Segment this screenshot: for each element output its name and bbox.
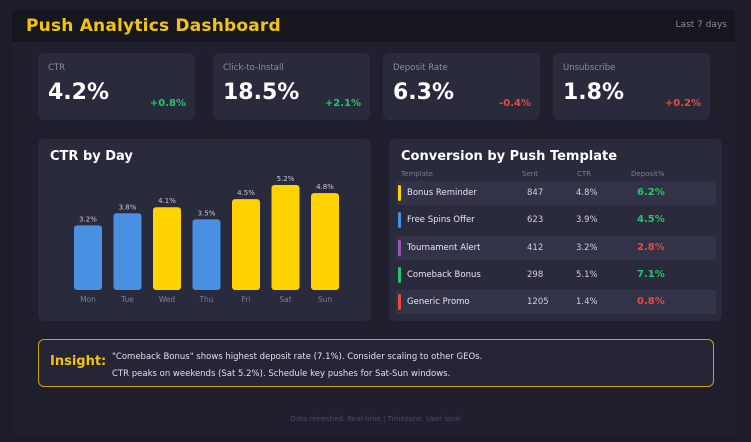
template-ctr: 3.2% [576, 243, 598, 253]
table-row[interactable]: Bonus Reminder 847 4.8% 6.2% [396, 181, 716, 205]
x-tick-label: Sun [318, 295, 333, 304]
kpi-label: Click-to-Install [223, 63, 284, 73]
bar-fri [232, 199, 260, 290]
kpi-card-ctr: CTR 4.2% +0.8% [38, 53, 195, 120]
kpi-delta: +0.8% [149, 98, 186, 109]
template-name: Comeback Bonus [407, 270, 481, 280]
bar-value-label: 4.1% [158, 197, 176, 205]
x-tick-label: Thu [198, 295, 213, 304]
template-ctr: 1.4% [576, 297, 598, 307]
template-deposit: 4.5% [637, 214, 665, 225]
template-deposit: 0.8% [637, 296, 665, 307]
bar-value-label: 4.5% [237, 189, 255, 197]
page-title: Push Analytics Dashboard [26, 16, 281, 36]
template-ctr: 3.9% [576, 215, 598, 225]
template-name: Generic Promo [407, 297, 470, 307]
kpi-card-click-to-install: Click-to-Install 18.5% +2.1% [213, 53, 370, 120]
table-title: Conversion by Push Template [401, 149, 618, 164]
footer-status: Data refreshed: Real-time | Timezone: Us… [290, 415, 461, 423]
kpi-card-unsubscribe: Unsubscribe 1.8% +0.2% [553, 53, 710, 120]
kpi-delta: +2.1% [324, 98, 361, 109]
column-header-ctr: CTR [577, 170, 592, 178]
row-accent-bar [398, 267, 401, 283]
row-accent-bar [398, 185, 401, 201]
table-row[interactable]: Free Spins Offer 623 3.9% 4.5% [396, 208, 716, 232]
template-ctr: 5.1% [576, 270, 598, 280]
x-tick-label: Tue [120, 295, 134, 304]
period-selector[interactable]: Last 7 days [675, 20, 727, 30]
template-deposit: 2.8% [637, 242, 665, 253]
kpi-value: 18.5% [223, 80, 300, 105]
x-tick-label: Mon [80, 295, 96, 304]
x-tick-label: Fri [242, 295, 251, 304]
kpi-value: 1.8% [563, 80, 625, 105]
bar-wed [153, 207, 181, 290]
template-sent: 412 [527, 243, 544, 253]
kpi-label: Unsubscribe [563, 63, 616, 73]
template-ctr: 4.8% [576, 188, 598, 198]
bar-value-label: 3.5% [198, 209, 216, 217]
top-bar [12, 10, 735, 42]
insight-line-2: CTR peaks on weekends (Sat 5.2%). Schedu… [112, 369, 451, 379]
column-header-template: Template [401, 170, 433, 178]
template-name: Tournament Alert [407, 243, 481, 253]
bar-thu [192, 219, 221, 290]
bar-sat [271, 185, 300, 290]
x-tick-label: Sat [279, 295, 291, 304]
bar-value-label: 3.8% [119, 203, 137, 211]
column-header-sent: Sent [522, 170, 538, 178]
template-sent: 623 [527, 215, 544, 225]
kpi-value: 6.3% [393, 80, 455, 105]
bar-sun [311, 193, 339, 290]
kpi-value: 4.2% [48, 80, 110, 105]
template-name: Free Spins Offer [407, 215, 475, 225]
template-sent: 298 [527, 270, 544, 280]
column-header-deposit: Deposit% [631, 170, 665, 178]
kpi-label: Deposit Rate [393, 63, 448, 73]
x-tick-label: Wed [159, 295, 176, 304]
template-sent: 1205 [527, 297, 549, 307]
insight-line-1: "Comeback Bonus" shows highest deposit r… [112, 352, 483, 362]
row-accent-bar [398, 294, 401, 310]
kpi-label: CTR [48, 63, 66, 73]
table-row[interactable]: Tournament Alert 412 3.2% 2.8% [396, 236, 716, 260]
kpi-delta: -0.4% [499, 98, 531, 109]
kpi-delta: +0.2% [664, 98, 701, 109]
chart-title: CTR by Day [50, 149, 133, 164]
template-sent: 847 [527, 188, 544, 198]
row-accent-bar [398, 212, 401, 228]
table-row[interactable]: Comeback Bonus 298 5.1% 7.1% [396, 263, 716, 287]
bar-value-label: 5.2% [277, 175, 295, 183]
bar-value-label: 3.2% [79, 215, 97, 223]
bar-mon [74, 225, 102, 290]
bar-value-label: 4.8% [316, 183, 334, 191]
kpi-card-deposit-rate: Deposit Rate 6.3% -0.4% [383, 53, 540, 120]
row-accent-bar [398, 240, 401, 256]
insight-box: Insight: "Comeback Bonus" shows highest … [38, 339, 714, 387]
template-name: Bonus Reminder [407, 188, 477, 198]
template-deposit: 7.1% [637, 269, 665, 280]
template-deposit: 6.2% [637, 187, 665, 198]
bar-tue [113, 213, 142, 290]
insight-label: Insight: [50, 354, 107, 369]
table-row[interactable]: Generic Promo 1205 1.4% 0.8% [396, 290, 716, 314]
